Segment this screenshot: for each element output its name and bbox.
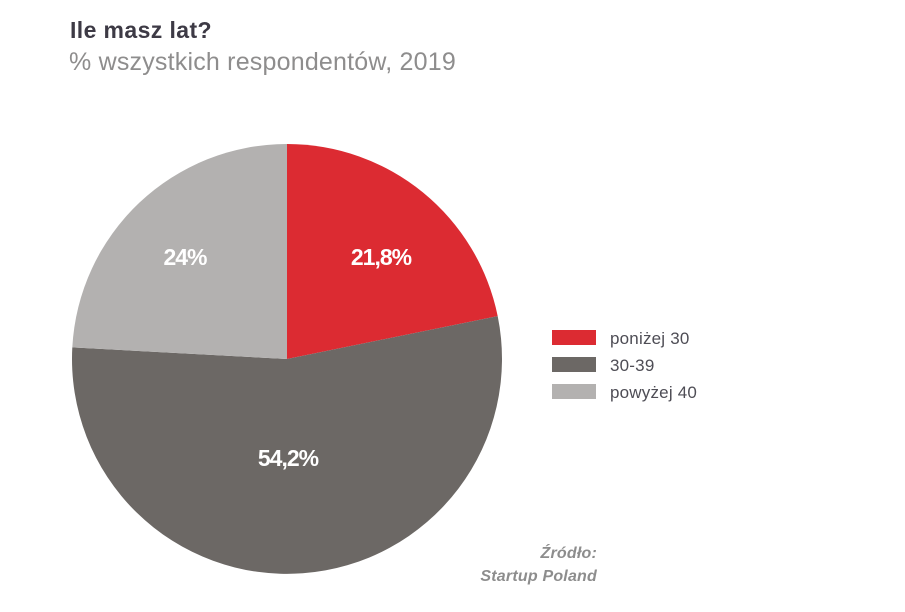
svg-text:24%: 24% [163, 244, 207, 270]
svg-text:54,2%: 54,2% [258, 445, 319, 471]
svg-text:21,8%: 21,8% [351, 244, 412, 270]
